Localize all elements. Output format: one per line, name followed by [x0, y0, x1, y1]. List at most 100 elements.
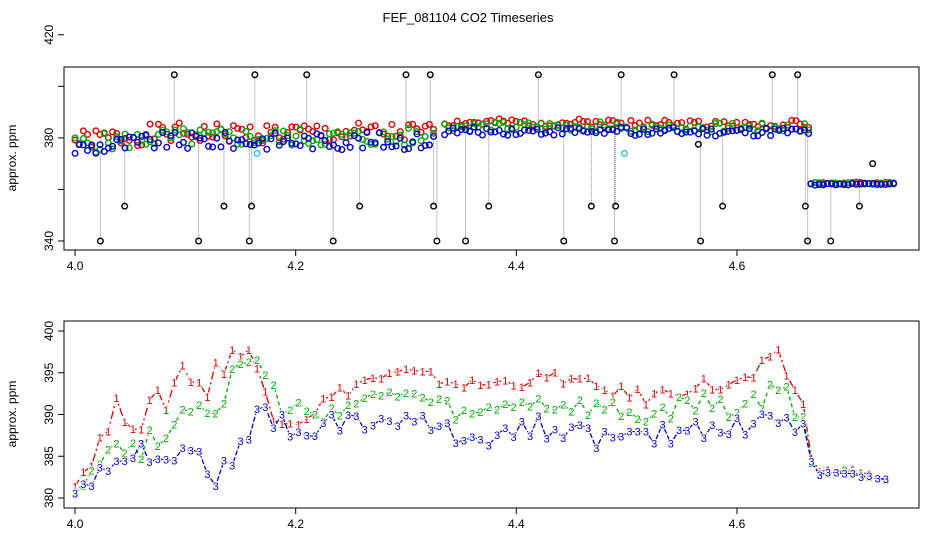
bottom-marker-3: 3 [527, 431, 533, 443]
top-point-3 [100, 147, 108, 155]
top-point-3 [600, 129, 608, 137]
top-point-3 [375, 129, 383, 137]
bottom-marker-2: 2 [403, 388, 409, 400]
top-point-3 [762, 124, 770, 132]
bottom-marker-1: 1 [519, 382, 525, 394]
top-point-3 [167, 132, 175, 140]
top-point-1 [796, 120, 804, 128]
bottom-marker-2: 2 [643, 417, 649, 429]
top-point-3 [221, 128, 229, 136]
top-point-2 [325, 130, 333, 138]
top-point-3 [609, 126, 617, 134]
bottom-marker-1: 1 [883, 475, 889, 487]
top-point-3 [487, 128, 495, 136]
bottom-marker-1: 1 [684, 389, 690, 401]
bottom-marker-1: 1 [419, 366, 425, 378]
bottom-marker-1: 1 [403, 364, 409, 376]
bottom-marker-2: 2 [188, 407, 194, 419]
top-point-1 [417, 128, 425, 136]
top-point-1 [627, 116, 635, 124]
top-point-1 [720, 118, 728, 126]
bottom-marker-2: 2 [693, 406, 699, 418]
top-point-3 [425, 141, 433, 149]
bottom-marker-2: 2 [750, 389, 756, 401]
top-point-2 [537, 120, 545, 128]
top-point-3 [640, 125, 648, 133]
bottom-marker-3: 3 [750, 418, 756, 430]
top-point-3 [330, 141, 338, 149]
bottom-marker-3: 3 [320, 418, 326, 430]
bottom-marker-2: 2 [386, 387, 392, 399]
top-point-1 [733, 118, 741, 126]
top-point-3 [259, 135, 267, 143]
top-point-2 [254, 136, 262, 144]
bottom-marker-2: 2 [560, 400, 566, 412]
bottom-marker-3: 3 [180, 443, 186, 455]
top-point-3 [815, 181, 823, 189]
top-point-1 [430, 125, 438, 133]
bottom-marker-3: 3 [767, 411, 773, 423]
top-point-3 [309, 145, 317, 153]
top-point-2 [417, 137, 425, 145]
top-point-3 [669, 123, 677, 131]
bottom-marker-2: 2 [171, 420, 177, 432]
top-point-3 [631, 131, 639, 139]
top-point-1 [405, 121, 413, 129]
bottom-marker-1: 1 [858, 468, 864, 480]
top-point-1 [71, 136, 79, 144]
bottom-marker-2: 2 [883, 475, 889, 487]
bottom-marker-1: 1 [825, 465, 831, 477]
top-point-3 [554, 124, 562, 132]
top-point-3 [800, 126, 808, 134]
bottom-marker-3: 3 [593, 443, 599, 455]
top-point-3 [163, 143, 171, 151]
bottom-marker-1: 1 [461, 382, 467, 394]
bottom-marker-1: 1 [395, 367, 401, 379]
top-point-3 [209, 143, 217, 151]
bottom-marker-1: 1 [527, 378, 533, 390]
top-point-2 [600, 121, 608, 129]
top-point-2 [242, 127, 250, 135]
top-point-3 [117, 135, 125, 143]
top-point-3 [338, 146, 346, 154]
top-point-3 [355, 134, 363, 142]
top-point-3 [384, 138, 392, 146]
top-point-3 [346, 143, 354, 151]
bottom-marker-1: 1 [287, 418, 293, 430]
bottom-marker-2: 2 [511, 402, 517, 414]
top-point-3 [848, 180, 856, 188]
top-point-1 [167, 137, 175, 145]
top-point-3 [421, 141, 429, 149]
bottom-marker-1: 1 [279, 419, 285, 431]
bottom-marker-3: 3 [146, 457, 152, 469]
bottom-marker-3: 3 [246, 434, 252, 446]
top-point-1 [371, 122, 379, 130]
bottom-marker-1: 1 [320, 393, 326, 405]
bottom-marker-2: 2 [80, 481, 86, 493]
top-point-1 [134, 142, 142, 150]
bottom-marker-2: 2 [841, 465, 847, 477]
top-point-3 [325, 143, 333, 151]
top-point-3 [699, 125, 707, 133]
top-point-2 [171, 126, 179, 134]
bottom-y-tick-label: 395 [42, 362, 56, 382]
bottom-marker-2: 2 [469, 408, 475, 420]
top-point-3 [832, 181, 840, 189]
bottom-marker-3: 3 [353, 411, 359, 423]
top-point-3 [890, 179, 898, 187]
top-point-3 [470, 123, 478, 131]
bottom-marker-2: 2 [602, 405, 608, 417]
bottom-marker-2: 2 [122, 448, 128, 460]
bottom-marker-2: 2 [659, 402, 665, 414]
bottom-marker-2: 2 [717, 394, 723, 406]
bottom-marker-2: 2 [337, 411, 343, 423]
top-point-2 [292, 132, 300, 140]
bottom-marker-3: 3 [204, 469, 210, 481]
top-outlier-point [303, 71, 311, 79]
top-point-2 [355, 127, 363, 135]
bottom-marker-1: 1 [568, 374, 574, 386]
top-point-3 [558, 130, 566, 138]
top-outlier-point [587, 202, 595, 210]
